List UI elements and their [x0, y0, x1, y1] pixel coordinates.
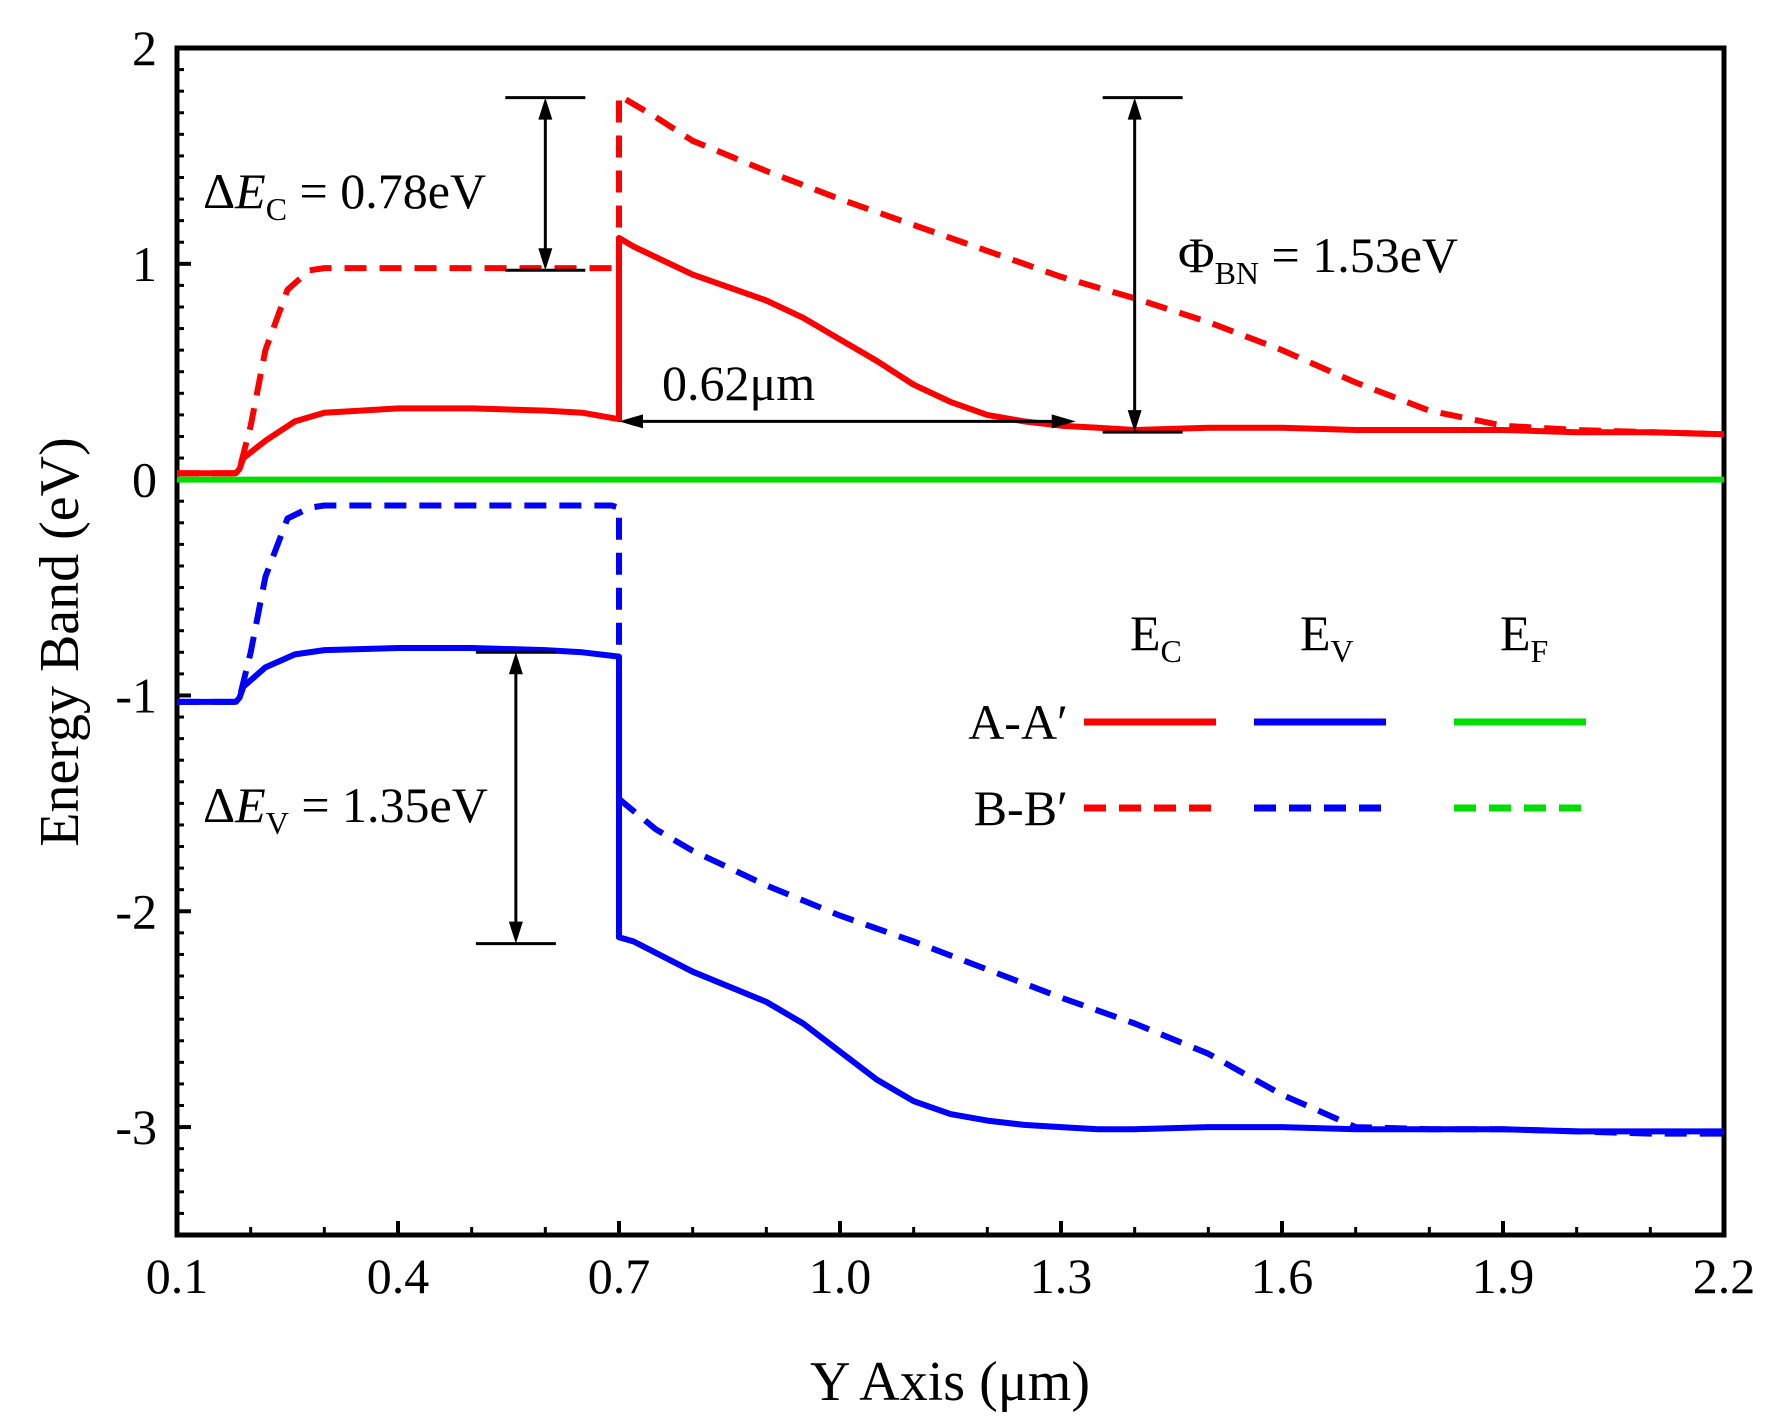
x-tick-label: 2.2 — [1693, 1248, 1756, 1304]
x-tick-label: 0.1 — [146, 1248, 209, 1304]
x-tick-label: 1.3 — [1030, 1248, 1093, 1304]
arrow-head — [538, 97, 553, 120]
x-tick-label: 1.6 — [1251, 1248, 1314, 1304]
legend-column-header: EC — [1130, 605, 1182, 669]
x-tick-label: 1.9 — [1472, 1248, 1535, 1304]
delta-ev-label: ΔEV = 1.35eV — [203, 777, 488, 841]
y-tick-label: 0 — [132, 452, 157, 508]
legend: EC EV EF A-A′ B-B′ — [968, 605, 1586, 836]
y-tick-labels: -3 -2 -1 0 1 2 — [115, 20, 157, 1155]
legend-row-label: A-A′ — [968, 694, 1068, 750]
series-line — [177, 645, 1724, 1135]
y-axis-title: Energy Band (eV) — [29, 437, 91, 847]
x-tick-label: 0.4 — [367, 1248, 430, 1304]
y-tick-label: -3 — [115, 1099, 157, 1155]
legend-column-header: EV — [1300, 605, 1354, 669]
series-line — [177, 502, 1724, 1137]
y-tick-label: -2 — [115, 883, 157, 939]
arrow-head — [1127, 410, 1142, 433]
arrow-head — [619, 414, 643, 429]
delta-ec-label: ΔEC = 0.78eV — [203, 163, 486, 227]
series-layer — [177, 92, 1725, 1137]
arrow-head — [1051, 414, 1076, 429]
arrow-head — [538, 248, 553, 271]
axis-ticks — [175, 46, 1726, 1237]
arrow-head — [1127, 97, 1142, 120]
x-tick-label: 0.7 — [588, 1248, 651, 1304]
legend-row-label: B-B′ — [974, 780, 1068, 836]
x-tick-label: 1.0 — [809, 1248, 872, 1304]
arrow-head — [508, 921, 523, 944]
series-line — [177, 234, 1725, 477]
x-tick-labels: 0.1 0.4 0.7 1.0 1.3 1.6 1.9 2.2 — [146, 1248, 1756, 1304]
annotation-layer: ΔEC = 0.78eV ΦBN = 1.53eV 0.62μm ΔEV = 1.35… — [203, 96, 1458, 946]
plot-frame — [174, 45, 1727, 1238]
y-tick-label: 1 — [132, 236, 157, 292]
legend-column-header: EF — [1500, 605, 1548, 669]
series-line — [177, 92, 1725, 477]
y-tick-label: 2 — [132, 20, 157, 76]
x-axis-title: Y Axis (μm) — [810, 1351, 1090, 1413]
width-label: 0.62μm — [662, 355, 815, 411]
y-tick-label: -1 — [115, 667, 157, 723]
arrow-head — [508, 652, 523, 675]
phi-bn-label: ΦBN = 1.53eV — [1178, 227, 1458, 291]
